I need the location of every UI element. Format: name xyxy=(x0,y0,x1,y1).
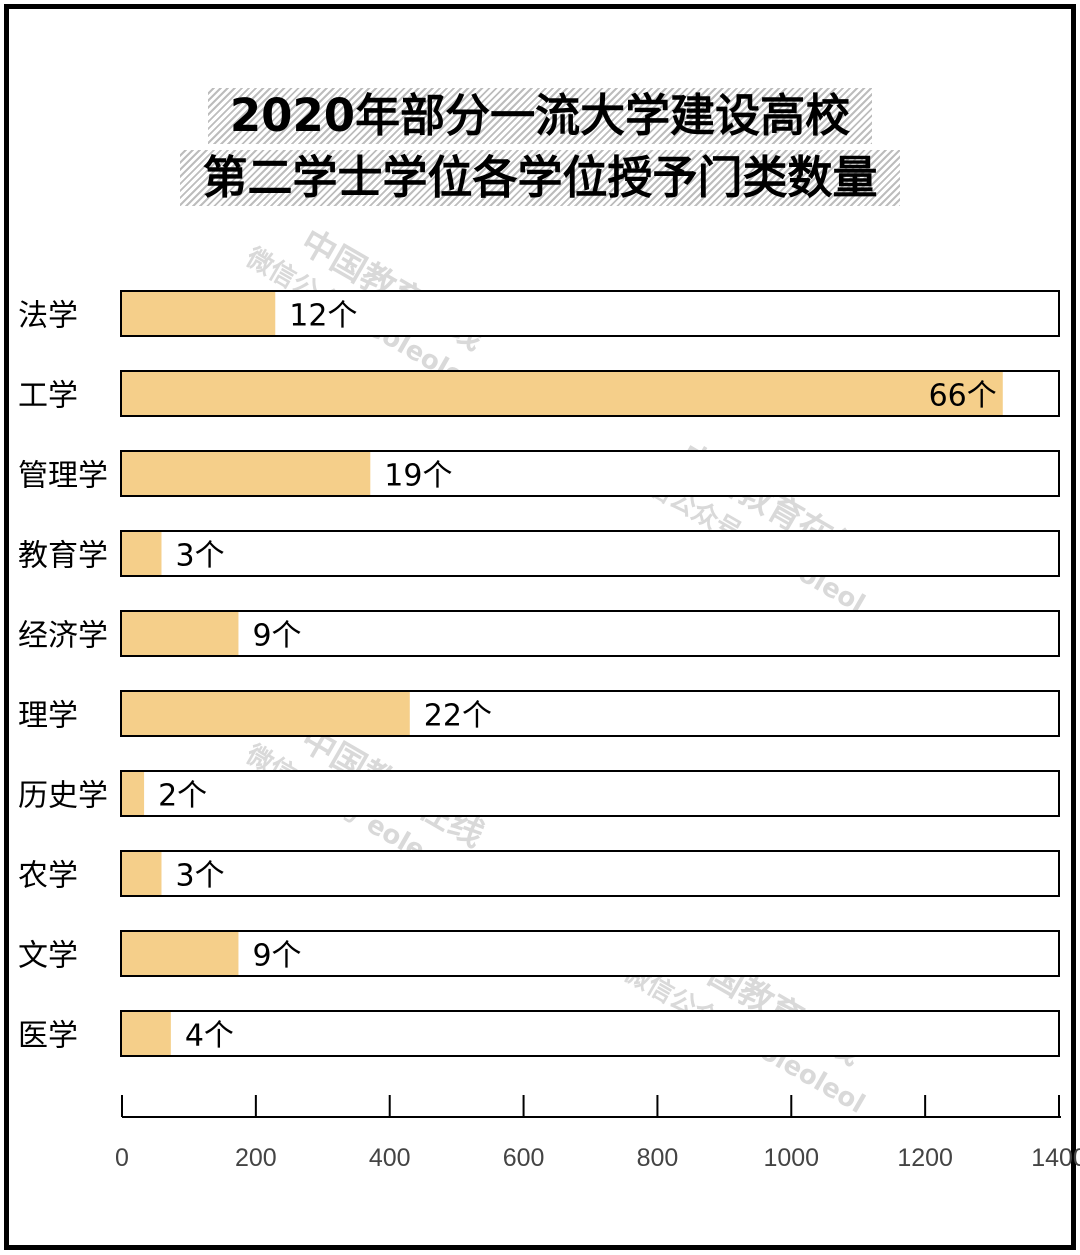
x-tick-label: 600 xyxy=(503,1144,545,1172)
category-label: 医学 xyxy=(18,1019,78,1054)
data-label: 22个 xyxy=(424,699,492,734)
chart-title-line-1: 2020年部分一流大学建设高校 xyxy=(0,88,1080,144)
bar xyxy=(122,852,162,895)
category-label: 农学 xyxy=(18,859,78,894)
x-tick-label: 1400 xyxy=(1031,1144,1080,1172)
bar xyxy=(122,292,276,335)
bar xyxy=(122,1012,171,1055)
x-tick-label: 1200 xyxy=(897,1144,953,1172)
bar xyxy=(122,932,239,975)
data-label: 4个 xyxy=(185,1019,234,1054)
bar xyxy=(122,372,1003,415)
x-tick-label: 0 xyxy=(115,1144,129,1172)
bar-track xyxy=(120,770,1060,817)
bar-track xyxy=(120,290,1060,337)
bar-track xyxy=(120,930,1060,977)
bar-track xyxy=(120,610,1060,657)
bar-track xyxy=(120,530,1060,577)
bar xyxy=(122,532,162,575)
category-label: 经济学 xyxy=(18,619,108,654)
data-label: 3个 xyxy=(175,539,224,574)
bar-track xyxy=(120,1010,1060,1057)
chart-title-text-1: 2020年部分一流大学建设高校 xyxy=(207,88,873,144)
data-label: 2个 xyxy=(158,779,207,814)
category-label: 法学 xyxy=(18,299,78,334)
data-label: 3个 xyxy=(175,859,224,894)
bar-track xyxy=(120,850,1060,897)
data-label: 66个 xyxy=(929,379,997,414)
x-tick-label: 400 xyxy=(369,1144,411,1172)
bar xyxy=(122,452,371,495)
bar xyxy=(122,612,239,655)
x-tick-label: 800 xyxy=(637,1144,679,1172)
category-label: 文学 xyxy=(18,939,78,974)
data-label: 9个 xyxy=(252,939,301,974)
data-label: 9个 xyxy=(252,619,301,654)
chart-title-line-2: 第二学士学位各学位授予门类数量 xyxy=(0,150,1080,206)
category-label: 历史学 xyxy=(18,779,108,814)
data-label: 19个 xyxy=(384,459,452,494)
bar xyxy=(122,692,410,735)
category-label: 理学 xyxy=(18,699,78,734)
bar xyxy=(122,772,145,815)
category-label: 管理学 xyxy=(18,459,108,494)
x-tick-label: 1000 xyxy=(763,1144,819,1172)
data-label: 12个 xyxy=(289,299,357,334)
chart-title-text-2: 第二学士学位各学位授予门类数量 xyxy=(180,150,900,206)
x-tick-label: 200 xyxy=(235,1144,277,1172)
category-label: 教育学 xyxy=(18,539,108,574)
category-label: 工学 xyxy=(18,379,78,414)
